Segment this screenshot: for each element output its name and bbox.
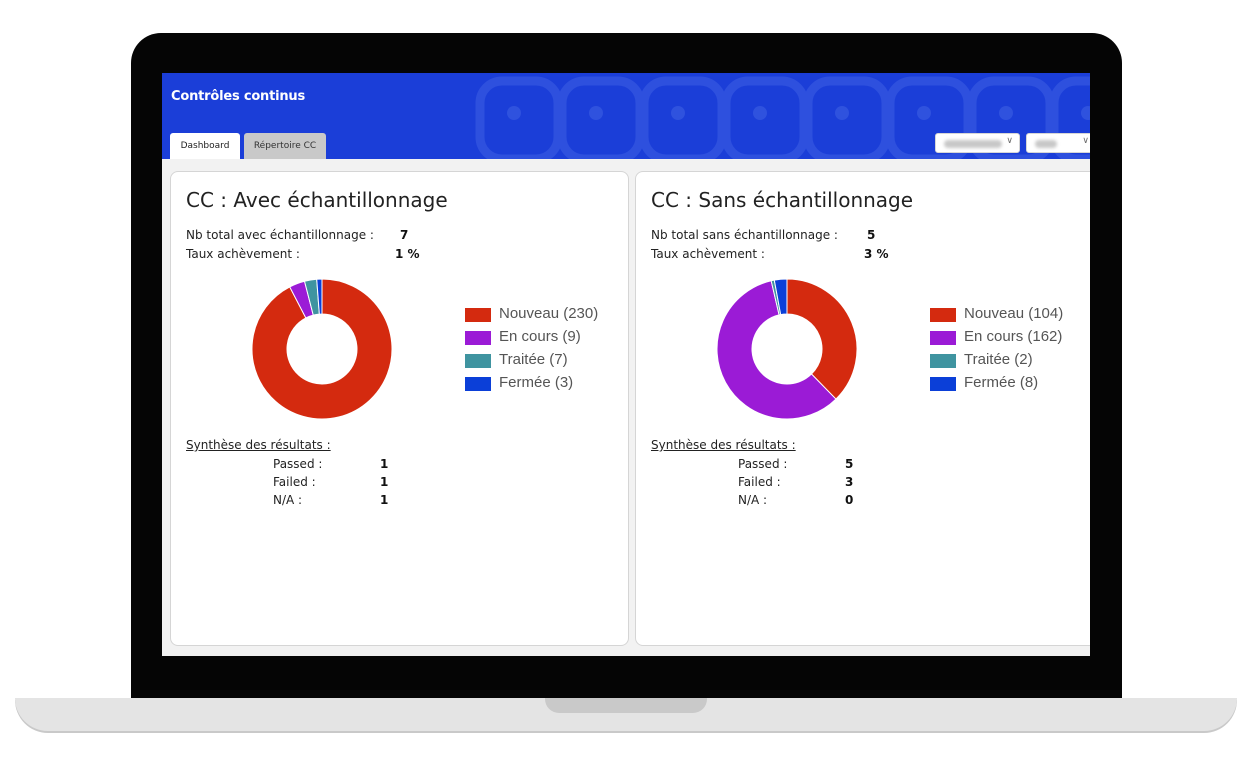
rate-value: 1 % (395, 247, 420, 261)
laptop-notch (545, 698, 707, 713)
legend-swatch (930, 377, 956, 391)
panel-title: CC : Avec échantillonnage (186, 188, 448, 212)
result-passed-value: 1 (380, 457, 389, 471)
rate-label: Taux achèvement : (186, 247, 300, 261)
legend-swatch (930, 354, 956, 368)
app-screen: Contrôles continus Dashboard Répertoire … (162, 73, 1090, 656)
rate-label: Taux achèvement : (651, 247, 765, 261)
panel-avec-echantillonnage: CC : Avec échantillonnage Nb total avec … (170, 171, 629, 646)
result-na-value: 1 (380, 493, 389, 507)
legend-label: Fermée (3) (499, 374, 574, 391)
donut-slice-nouveau[interactable] (251, 278, 393, 420)
legend-label: Nouveau (104) (964, 305, 1064, 322)
legend-label: Nouveau (230) (499, 305, 599, 322)
filter-dropdown-2-value (1035, 140, 1057, 148)
total-value: 5 (867, 228, 876, 242)
synthesis-title: Synthèse des résultats : (651, 438, 796, 452)
result-na-label: N/A : (273, 493, 303, 507)
chevron-down-icon: ∨ (1082, 136, 1089, 146)
panel-sans-echantillonnage: CC : Sans échantillonnage Nb total sans … (635, 171, 1090, 646)
donut-slice-en-cours[interactable] (716, 280, 837, 420)
app-title: Contrôles continus (171, 89, 306, 104)
synthesis-title: Synthèse des résultats : (186, 438, 331, 452)
result-failed-value: 3 (845, 475, 854, 489)
result-passed-value: 5 (845, 457, 854, 471)
total-value: 7 (400, 228, 409, 242)
legend-swatch (930, 331, 956, 345)
legend-swatch (930, 308, 956, 322)
result-na-label: N/A : (738, 493, 768, 507)
legend-label: Traitée (2) (964, 351, 1033, 368)
donut-slice-nouveau[interactable] (786, 278, 858, 400)
panel-title: CC : Sans échantillonnage (651, 188, 914, 212)
legend-swatch (465, 377, 491, 391)
tab-dashboard[interactable]: Dashboard (170, 133, 240, 159)
filter-dropdown-2[interactable]: ∨ (1026, 133, 1090, 153)
header-pattern (475, 76, 1090, 159)
legend-label: En cours (162) (964, 328, 1063, 345)
rate-value: 3 % (864, 247, 889, 261)
status-donut-chart (251, 278, 393, 420)
legend-swatch (465, 331, 491, 345)
result-failed-label: Failed : (738, 475, 781, 489)
donut-slice-fermee[interactable] (316, 278, 323, 315)
tab-repertoire-cc[interactable]: Répertoire CC (244, 133, 326, 159)
result-failed-label: Failed : (273, 475, 316, 489)
legend-label: En cours (9) (499, 328, 581, 345)
filter-dropdown-1[interactable]: ∨ (935, 133, 1020, 153)
legend-swatch (465, 354, 491, 368)
result-na-value: 0 (845, 493, 854, 507)
total-label: Nb total avec échantillonnage : (186, 228, 374, 242)
app-header: Contrôles continus Dashboard Répertoire … (162, 73, 1090, 159)
filter-dropdown-1-value (944, 140, 1002, 148)
legend-label: Fermée (8) (964, 374, 1039, 391)
donut-slice-fermee[interactable] (773, 278, 788, 316)
result-passed-label: Passed : (273, 457, 323, 471)
status-donut-chart (716, 278, 858, 420)
result-passed-label: Passed : (738, 457, 788, 471)
legend-label: Traitée (7) (499, 351, 568, 368)
legend-swatch (465, 308, 491, 322)
chevron-down-icon: ∨ (1006, 136, 1013, 146)
result-failed-value: 1 (380, 475, 389, 489)
total-label: Nb total sans échantillonnage : (651, 228, 838, 242)
